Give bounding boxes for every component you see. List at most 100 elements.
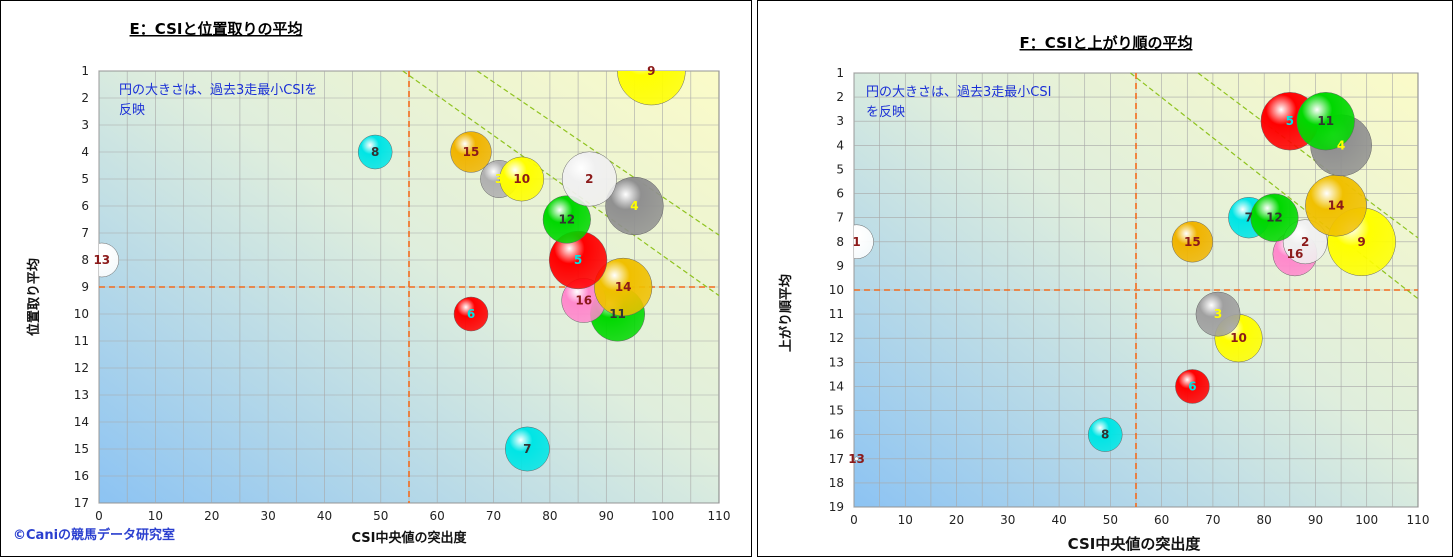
- y-tick-label: 8: [836, 235, 844, 249]
- y-tick-label: 18: [829, 476, 844, 490]
- bubble-label-11: 11: [609, 307, 626, 321]
- x-axis-label: CSI中央値の突出度: [352, 530, 468, 546]
- copyright-text: ©Caniの競馬データ研究室: [13, 527, 175, 543]
- bubble-11: [1296, 92, 1355, 151]
- bubble-chart-f: 0 10 20 30 40 50 60 70 80 90 100 110123456789101112…: [778, 34, 1430, 553]
- y-tick-label: 3: [81, 118, 89, 132]
- y-tick-label: 2: [836, 90, 844, 104]
- y-tick-label: 14: [74, 415, 89, 429]
- bubble-label-15: 15: [463, 145, 480, 159]
- bubble-label-3: 3: [1214, 307, 1222, 321]
- x-tick-label: 0: [95, 509, 103, 523]
- bubble-label-4: 4: [630, 199, 638, 213]
- bubble-12: [1250, 193, 1299, 242]
- x-tick-label: 110: [1407, 513, 1430, 527]
- size-note: 円の大きさは、過去3走最小CSI: [866, 85, 1051, 100]
- x-tick-label: 80: [1257, 513, 1272, 527]
- bubble-label-2: 2: [585, 172, 593, 186]
- bubble-label-6: 6: [1188, 379, 1196, 393]
- x-tick-label: 30: [1000, 513, 1015, 527]
- bubbles: [99, 71, 686, 472]
- y-tick-label: 2: [81, 91, 89, 105]
- bubble-3: [1195, 291, 1241, 337]
- bubble-12: [542, 195, 591, 244]
- y-tick-label: 9: [81, 280, 89, 294]
- x-tick-label: 20: [204, 509, 219, 523]
- y-tick-label: 12: [829, 331, 844, 345]
- bubble-13: [854, 456, 859, 462]
- y-tick-label: 16: [829, 428, 844, 442]
- chart-title: F：CSIと上がり順の平均: [1020, 34, 1193, 52]
- bubble-label-13: 13: [848, 452, 865, 466]
- bubble-chart-e: 0 10 20 30 40 50 60 70 80 90 100 110123456789101112…: [13, 20, 731, 546]
- x-tick-label: 40: [317, 509, 332, 523]
- y-tick-label: 7: [81, 226, 89, 240]
- bubble-label-12: 12: [558, 213, 575, 227]
- bubble-14: [594, 257, 653, 317]
- chart-panel-f: 0 10 20 30 40 50 60 70 80 90 100 110 1 2 3 4 5 6 7 8 9 10 11 12…: [757, 0, 1453, 557]
- x-tick-label: 30: [260, 509, 275, 523]
- bubble-label-16: 16: [575, 294, 592, 308]
- bubble-label-6: 6: [467, 307, 475, 321]
- x-tick-label: 50: [1103, 513, 1118, 527]
- y-tick-label: 17: [74, 496, 89, 510]
- chart-panel-e: 0 10 20 30 40 50 60 70 80 90 100 110 1 2 3 4 5 6 7 8 9 10 11 12…: [0, 0, 752, 557]
- bubble-8: [1087, 417, 1123, 452]
- y-tick-label: 8: [81, 253, 89, 267]
- bubble-15: [450, 131, 492, 173]
- x-tick-label: 50: [373, 509, 388, 523]
- x-tick-label: 20: [949, 513, 964, 527]
- bubble-label-10: 10: [1230, 331, 1247, 345]
- y-tick-label: 1: [81, 64, 89, 78]
- bubble-label-3: 3: [495, 172, 503, 186]
- x-tick-label: 100: [1355, 513, 1378, 527]
- x-tick-label: 40: [1051, 513, 1066, 527]
- size-note: 反映: [119, 103, 145, 118]
- x-axis-label: CSI中央値の突出度: [1068, 535, 1202, 553]
- y-tick-label: 4: [81, 145, 89, 159]
- bubble-4: [605, 176, 664, 236]
- bubble-label-9: 9: [1357, 235, 1365, 249]
- x-tick-label: 70: [486, 509, 501, 523]
- x-tick-label: 80: [542, 509, 557, 523]
- y-tick-label: 19: [829, 500, 844, 514]
- bubble-label-7: 7: [523, 442, 531, 456]
- bubble-13: [99, 242, 120, 278]
- bubble-label-10: 10: [513, 172, 530, 186]
- y-tick-label: 11: [74, 334, 89, 348]
- chart-title: E：CSIと位置取りの平均: [130, 20, 303, 38]
- y-tick-label: 13: [829, 355, 844, 369]
- bubble-6: [1175, 369, 1210, 404]
- bubble-label-2: 2: [1301, 235, 1309, 249]
- y-tick-label: 4: [836, 138, 844, 152]
- bubble-2: [561, 151, 617, 207]
- x-tick-label: 0: [850, 513, 858, 527]
- size-note: を反映: [866, 105, 905, 120]
- y-tick-label: 6: [81, 199, 89, 213]
- x-tick-label: 100: [651, 509, 674, 523]
- y-tick-label: 7: [836, 211, 844, 225]
- bubble-label-7: 7: [1245, 211, 1253, 225]
- y-tick-label: 5: [836, 162, 844, 176]
- bubble-8: [357, 134, 393, 170]
- bubble-label-12: 12: [1266, 211, 1283, 225]
- y-tick-label: 10: [74, 307, 89, 321]
- bubble-label-16: 16: [1287, 247, 1304, 261]
- bubble-label-13: 13: [93, 253, 110, 267]
- bubble-label-14: 14: [1328, 199, 1345, 213]
- x-tick-label: 60: [1154, 513, 1169, 527]
- bubble-9: [617, 71, 686, 106]
- bubble-label-5: 5: [1286, 114, 1294, 128]
- y-tick-label: 6: [836, 187, 844, 201]
- x-tick-label: 110: [708, 509, 731, 523]
- bubble-label-15: 15: [1184, 235, 1201, 249]
- bubble-6: [453, 296, 489, 332]
- x-tick-label: 90: [599, 509, 614, 523]
- x-tick-label: 10: [148, 509, 163, 523]
- bubble-labels: 7 11 6 16 14 13 5 12 4 3 10 2 8 15 9: [93, 64, 655, 456]
- bubble-label-8: 8: [371, 145, 379, 159]
- y-tick-label: 3: [836, 114, 844, 128]
- y-tick-label: 11: [829, 307, 844, 321]
- size-note: 円の大きさは、過去3走最小CSIを: [119, 83, 317, 98]
